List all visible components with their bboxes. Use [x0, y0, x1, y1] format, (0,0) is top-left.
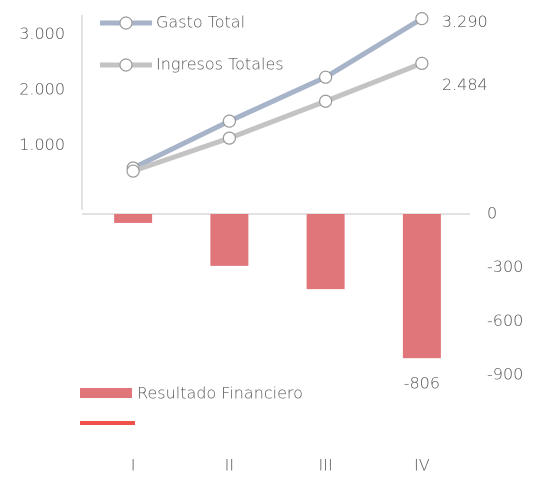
- x-tick-label: II: [225, 456, 234, 475]
- bar: [114, 214, 153, 223]
- marker: [415, 56, 429, 70]
- x-tick-label: IV: [414, 456, 430, 475]
- legend-swatch: [80, 388, 132, 398]
- y-tick-label: -600: [487, 311, 523, 330]
- y-tick-label: 3.000: [19, 24, 65, 43]
- data-label: 2.484: [442, 75, 488, 94]
- data-label: 3.290: [442, 12, 488, 31]
- legend-label: Resultado Financiero: [137, 384, 303, 403]
- line: [132, 60, 423, 174]
- y-tick-label: 0: [487, 204, 497, 223]
- legend-marker: [119, 16, 133, 30]
- y-tick-label: 2.000: [19, 80, 65, 99]
- bar: [402, 214, 441, 359]
- line: [132, 16, 424, 171]
- x-tick-label: I: [131, 456, 136, 475]
- marker: [319, 94, 333, 108]
- legend-marker: [119, 58, 133, 72]
- bar: [306, 214, 345, 290]
- marker: [415, 12, 429, 26]
- marker: [222, 114, 236, 128]
- legend-label: Ingresos Totales: [156, 55, 284, 74]
- y-tick-label: -300: [487, 257, 523, 276]
- bar: [210, 214, 249, 266]
- legend-label: Gasto Total: [156, 13, 245, 32]
- data-label: -806: [404, 374, 440, 393]
- marker: [222, 131, 236, 145]
- marker: [126, 164, 140, 178]
- x-tick-label: III: [319, 456, 333, 475]
- y-tick-label: 1.000: [19, 135, 65, 154]
- marker: [319, 70, 333, 84]
- y-tick-label: -900: [487, 365, 523, 384]
